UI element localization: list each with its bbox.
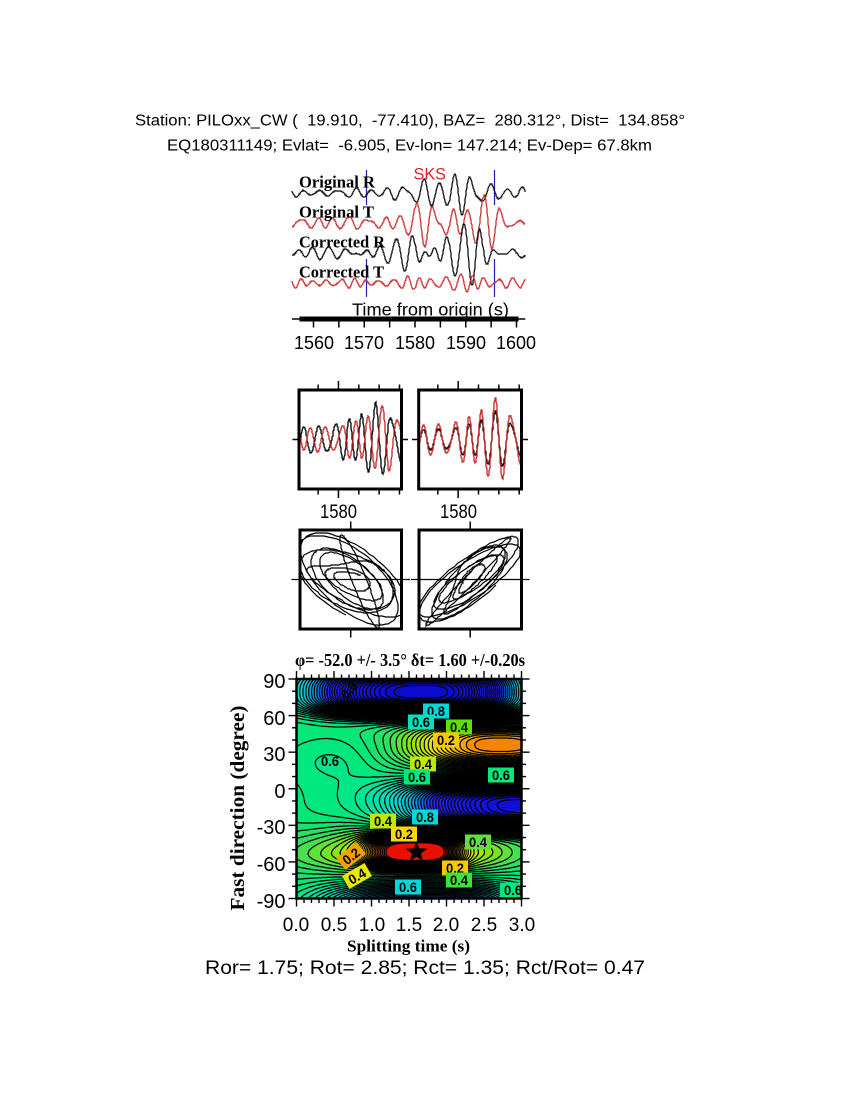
- svg-text:-60: -60: [257, 854, 286, 876]
- svg-text:3.0: 3.0: [509, 915, 535, 936]
- svg-text:2.5: 2.5: [471, 915, 497, 936]
- svg-text:Original R: Original R: [299, 173, 376, 192]
- svg-text:Ror= 1.75; Rot= 2.85; Rct= 1.3: Ror= 1.75; Rot= 2.85; Rct= 1.35; Rct/Rot…: [205, 957, 645, 979]
- svg-text:2.0: 2.0: [433, 915, 459, 936]
- svg-text:0.8: 0.8: [416, 810, 434, 825]
- svg-text:0.4: 0.4: [469, 835, 487, 850]
- svg-text:0.2: 0.2: [437, 733, 455, 748]
- svg-text:-30: -30: [257, 817, 286, 839]
- svg-text:0.4: 0.4: [450, 873, 468, 888]
- svg-text:Corrected T: Corrected T: [299, 263, 385, 282]
- svg-text:90: 90: [263, 671, 285, 693]
- svg-text:0.6: 0.6: [492, 768, 510, 783]
- svg-text:1580: 1580: [395, 333, 435, 353]
- svg-text:0.0: 0.0: [283, 915, 309, 936]
- svg-text:1580: 1580: [440, 502, 477, 523]
- svg-text:0.5: 0.5: [321, 915, 347, 936]
- svg-text:0.6: 0.6: [399, 880, 417, 895]
- svg-text:30: 30: [263, 744, 285, 766]
- svg-text:Fast direction (degree): Fast direction (degree): [227, 706, 249, 911]
- svg-text:0.2: 0.2: [446, 861, 464, 876]
- svg-text:1560: 1560: [294, 333, 334, 353]
- svg-text:1.0: 1.0: [359, 915, 385, 936]
- svg-text:SKS: SKS: [414, 166, 447, 184]
- svg-text:60: 60: [263, 708, 285, 730]
- svg-text:0.2: 0.2: [395, 827, 413, 842]
- svg-text:Time from origin (s): Time from origin (s): [352, 300, 509, 320]
- svg-text:0.4: 0.4: [374, 814, 392, 829]
- svg-text:0.6: 0.6: [321, 754, 339, 769]
- svg-text:-90: -90: [257, 891, 286, 913]
- svg-text:0.4: 0.4: [450, 720, 468, 735]
- svg-text:1570: 1570: [344, 333, 384, 353]
- svg-text:0: 0: [274, 781, 285, 803]
- svg-text:0.6: 0.6: [412, 715, 430, 730]
- svg-text:Corrected R: Corrected R: [299, 233, 386, 252]
- svg-text:0.4: 0.4: [414, 757, 432, 772]
- svg-text:Splitting time (s): Splitting time (s): [347, 937, 470, 956]
- svg-text:1600: 1600: [496, 333, 536, 353]
- svg-text:1590: 1590: [446, 333, 486, 353]
- svg-text:0.6: 0.6: [408, 770, 426, 785]
- svg-text:1580: 1580: [320, 502, 357, 523]
- svg-text:φ= -52.0 +/- 3.5° δt= 1.60 +/-: φ= -52.0 +/- 3.5° δt= 1.60 +/-0.20s: [295, 650, 525, 670]
- svg-text:0.6: 0.6: [504, 883, 522, 898]
- svg-text:1.5: 1.5: [396, 915, 422, 936]
- svg-text:EQ180311149; Evlat= -6.905, E: EQ180311149; Evlat= -6.905, Ev-lon= 147.…: [167, 138, 652, 155]
- svg-text:Original T: Original T: [299, 203, 375, 222]
- svg-text:Station: PILOxx_CW ( 19.910,: Station: PILOxx_CW ( 19.910, -77.410), B…: [135, 113, 685, 130]
